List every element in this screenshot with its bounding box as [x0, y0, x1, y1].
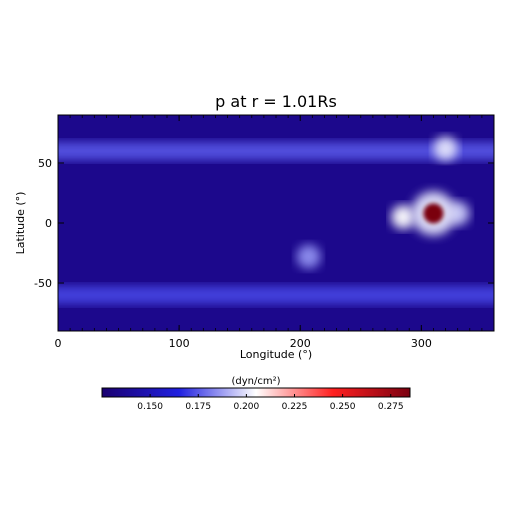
- x-tick-label: 0: [55, 337, 62, 350]
- colorbar-tick-label: 0.275: [378, 402, 404, 412]
- colorbar-tick-label: 0.200: [233, 402, 259, 412]
- x-tick-label: 100: [169, 337, 190, 350]
- heatmap-spot-halo: [433, 136, 458, 161]
- colorbar-tick-label: 0.225: [282, 402, 308, 412]
- x-tick-label: 300: [411, 337, 432, 350]
- heatmap-area: [58, 115, 494, 331]
- heatmap-spot-halo: [296, 244, 321, 269]
- chart-title: p at r = 1.01Rs: [215, 92, 337, 111]
- y-axis: 50 0 -50: [34, 157, 494, 290]
- x-axis: 0 100 200 300: [55, 115, 495, 350]
- colorbar-ticks: 0.150 0.175 0.200 0.225 0.250 0.275: [137, 394, 404, 412]
- y-tick-label: 50: [38, 157, 52, 170]
- heatmap-spot-core: [423, 203, 444, 224]
- y-tick-label: -50: [34, 277, 52, 290]
- heatmap-spot-halo: [391, 205, 416, 229]
- heatmap-band: [58, 142, 494, 160]
- colorbar-tick-label: 0.150: [137, 402, 163, 412]
- colorbar-label: (dyn/cm²): [231, 376, 280, 387]
- colorbar-tick-label: 0.250: [330, 402, 356, 412]
- x-tick-label: 200: [290, 337, 311, 350]
- y-axis-label: Latitude (°): [14, 192, 27, 255]
- heatmap-band: [58, 286, 494, 304]
- colorbar: [101, 387, 411, 398]
- y-tick-label: 0: [45, 217, 52, 230]
- colorbar-tick-label: 0.175: [185, 402, 211, 412]
- x-axis-label: Longitude (°): [240, 348, 312, 361]
